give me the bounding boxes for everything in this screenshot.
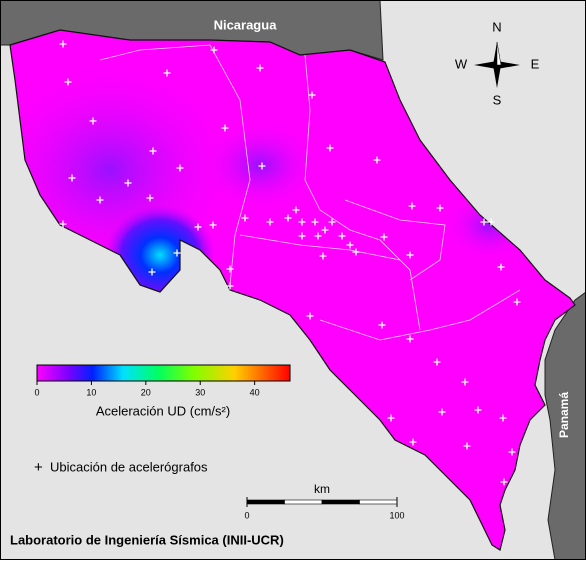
scale-unit: km [314, 482, 330, 496]
stations [59, 40, 521, 486]
station-marker [266, 218, 274, 226]
colorbar-tick-label: 0 [34, 387, 39, 397]
station-marker [176, 164, 184, 172]
station-marker [226, 282, 234, 290]
footer: Laboratorio de Ingeniería Sísmica (INII-… [10, 532, 284, 547]
station-marker [173, 249, 181, 257]
station-marker [346, 241, 354, 249]
compass: N S W E [455, 19, 540, 107]
compass-label: E [531, 56, 540, 71]
station-marker [373, 156, 381, 164]
country-label: Panamá [557, 392, 571, 438]
colorbar-tick-label: 10 [86, 387, 96, 397]
station-marker [319, 252, 327, 260]
scale-segment [246, 499, 285, 505]
country-label: Nicaragua [214, 17, 278, 32]
station-marker [338, 232, 346, 240]
legend-marker: + [34, 459, 43, 476]
station-marker [461, 378, 469, 386]
station-marker [436, 204, 444, 212]
colorbar-tick-label: 20 [141, 387, 151, 397]
station-marker [497, 263, 505, 271]
station-marker [210, 46, 218, 54]
station-marker [68, 174, 76, 182]
station-marker [89, 117, 97, 125]
colorbar [36, 364, 291, 382]
station-marker [328, 218, 336, 226]
station-marker [163, 69, 171, 77]
station-marker [499, 414, 507, 422]
station-marker [463, 442, 471, 450]
station-marker [292, 206, 300, 214]
station-marker [96, 196, 104, 204]
station-marker [500, 478, 508, 486]
station-marker [149, 147, 157, 155]
compass-label: W [455, 56, 468, 71]
colorbar-title: Aceleración UD (cm/s²) [96, 403, 230, 418]
station-marker [306, 312, 314, 320]
legend-text: Ubicación de acelerógrafos [50, 459, 208, 474]
station-marker [408, 202, 416, 210]
compass-label: S [493, 92, 502, 107]
station-marker [387, 414, 395, 422]
station-marker [221, 124, 229, 132]
station-marker [487, 218, 495, 226]
station-marker [406, 251, 414, 259]
scale-tick-label: 100 [389, 510, 404, 520]
station-marker [226, 265, 234, 273]
station-marker [241, 214, 249, 222]
station-marker [308, 91, 316, 99]
scale-tick-label: 0 [244, 510, 249, 520]
station-marker [298, 218, 306, 226]
compass-label: N [492, 19, 501, 34]
station-marker [59, 220, 67, 228]
station-marker [513, 298, 521, 306]
station-marker [256, 64, 264, 72]
station-marker [433, 358, 441, 366]
station-marker [298, 232, 306, 240]
scale-segment [321, 499, 360, 505]
station-marker [148, 268, 156, 276]
station-marker [406, 335, 414, 343]
station-marker [480, 218, 488, 226]
station-marker [194, 223, 202, 231]
station-marker [124, 179, 132, 187]
station-marker [314, 232, 322, 240]
station-marker [378, 321, 386, 329]
station-marker [209, 221, 217, 229]
station-marker [146, 194, 154, 202]
station-marker [59, 40, 67, 48]
province-borders [99, 44, 521, 341]
station-marker [409, 438, 417, 446]
colorbar-tick-label: 30 [195, 387, 205, 397]
station-marker [64, 78, 72, 86]
station-marker [352, 248, 360, 256]
scale-segment [359, 499, 398, 505]
scale-bar: 0 100 [244, 497, 405, 520]
station-marker [326, 144, 334, 152]
station-marker [258, 162, 266, 170]
station-marker [438, 408, 446, 416]
station-marker [474, 406, 482, 414]
station-marker [284, 214, 292, 222]
station-marker [380, 233, 388, 241]
station-marker [311, 218, 319, 226]
panama-land [544, 291, 586, 561]
station-marker [508, 448, 516, 456]
colorbar-tick-label: 40 [250, 387, 260, 397]
station-marker [321, 226, 329, 234]
scale-segment [284, 499, 323, 505]
colorbar-ticks: 0 10 20 30 40 [34, 381, 260, 397]
